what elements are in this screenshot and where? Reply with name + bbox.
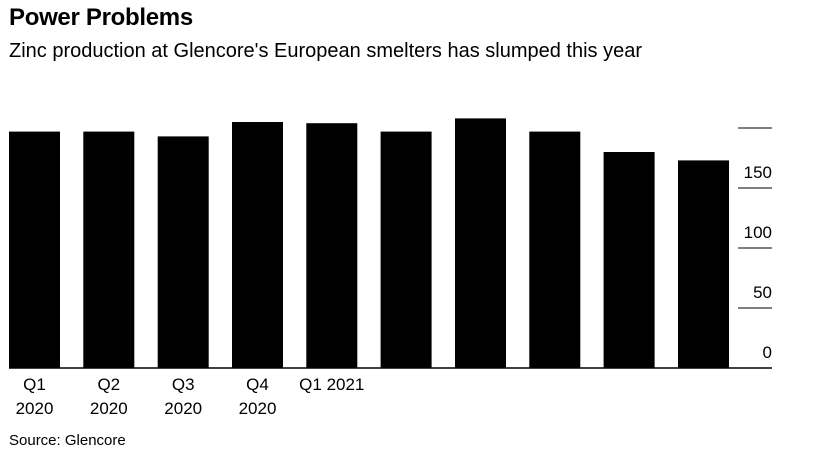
source-note: Source: Glencore [9, 432, 126, 449]
x-tick-label: 2020 [90, 399, 128, 418]
bar-q2-2022 [678, 160, 729, 368]
x-tick-label: 2020 [16, 399, 54, 418]
bar-q2-2020 [83, 131, 135, 368]
x-tick-label: 2020 [239, 399, 277, 418]
bar-q1-2022 [603, 152, 655, 368]
x-tick-label: Q1 [23, 375, 46, 394]
bar-q3-2020 [157, 136, 209, 368]
bar-q2-2021 [380, 131, 432, 368]
chart-title: Power Problems [9, 4, 193, 31]
y-axis-gridlines [738, 127, 772, 309]
y-tick-label-150: 150 [744, 163, 772, 182]
bars-layer [9, 118, 729, 369]
y-tick-label-100: 100 [744, 223, 772, 242]
y-tick-label-50: 50 [753, 283, 772, 302]
bar-q4-2020 [232, 122, 283, 368]
bar-q1-2021 [306, 123, 358, 368]
bar-q1-2020 [9, 131, 60, 368]
y-axis-tick-labels: 0 50 100 150 [744, 163, 772, 362]
bar-q3-2021 [455, 118, 506, 369]
x-tick-label: Q4 [246, 375, 269, 394]
chart-subtitle: Zinc production at Glencore's European s… [9, 40, 643, 62]
x-tick-label: Q1 2021 [299, 375, 364, 394]
x-tick-label: 2020 [164, 399, 202, 418]
x-tick-label: Q3 [172, 375, 195, 394]
x-axis-tick-labels: Q1 2020 Q2 2020 Q3 2020 Q4 2020 Q1 2021 [16, 375, 365, 418]
y-tick-label-0: 0 [763, 343, 772, 362]
x-tick-label: Q2 [97, 375, 120, 394]
bar-q4-2021 [529, 131, 581, 368]
